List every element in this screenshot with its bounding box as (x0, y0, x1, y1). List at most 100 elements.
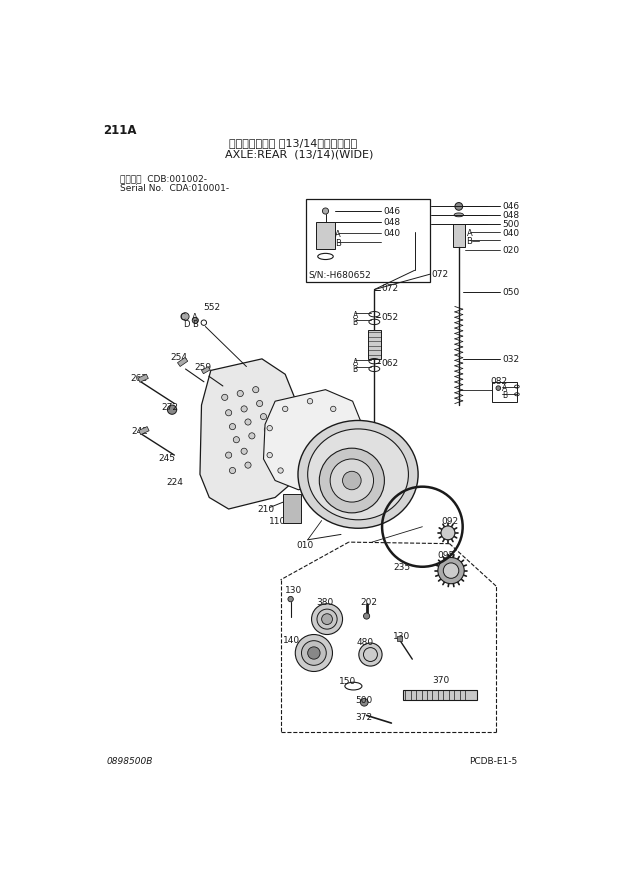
Text: 480: 480 (356, 637, 374, 647)
Circle shape (167, 405, 177, 415)
Text: 500: 500 (355, 696, 372, 705)
Text: B: B (502, 391, 507, 400)
Text: 272: 272 (161, 402, 178, 412)
Text: 372: 372 (355, 713, 372, 722)
Circle shape (329, 471, 334, 476)
Text: 0898500B: 0898500B (107, 757, 153, 766)
Text: 046: 046 (502, 202, 520, 210)
Bar (202, 367, 210, 374)
Circle shape (363, 613, 370, 619)
Text: C: C (180, 313, 185, 321)
Polygon shape (200, 359, 294, 509)
Circle shape (226, 452, 232, 458)
Text: 380: 380 (316, 597, 334, 607)
Circle shape (342, 471, 361, 490)
Text: 095: 095 (438, 552, 455, 560)
Circle shape (345, 449, 350, 454)
Circle shape (288, 596, 293, 601)
Text: 052: 052 (381, 313, 399, 321)
Bar (368, 330, 381, 359)
Text: 259: 259 (195, 362, 211, 372)
Circle shape (241, 448, 247, 454)
Text: 370: 370 (433, 676, 450, 685)
Ellipse shape (298, 421, 418, 528)
Bar (177, 357, 188, 367)
Ellipse shape (454, 213, 463, 217)
Circle shape (359, 643, 382, 666)
Circle shape (301, 641, 326, 665)
Circle shape (233, 436, 239, 443)
Circle shape (441, 526, 455, 540)
Text: A: A (353, 311, 358, 320)
Text: 072: 072 (432, 271, 449, 279)
Text: 020: 020 (502, 245, 520, 255)
Circle shape (295, 635, 332, 671)
Circle shape (264, 427, 270, 433)
Text: 032: 032 (502, 355, 520, 364)
Text: B: B (353, 365, 358, 374)
Text: 245: 245 (158, 454, 175, 463)
Text: 048: 048 (384, 218, 401, 227)
Text: 072: 072 (381, 285, 399, 293)
Text: 254: 254 (170, 354, 187, 362)
Text: アクスル：リヤ （13/14）（ワイド）: アクスル：リヤ （13/14）（ワイド） (229, 138, 356, 148)
Text: 130: 130 (285, 586, 303, 595)
Circle shape (182, 313, 189, 320)
Circle shape (496, 386, 501, 390)
Text: 040: 040 (502, 229, 520, 237)
Text: A: A (192, 313, 198, 321)
Text: PCDB-E1-5: PCDB-E1-5 (469, 757, 517, 766)
Bar (492, 382, 517, 402)
Circle shape (226, 409, 232, 416)
Text: 082: 082 (490, 376, 508, 386)
Text: 092: 092 (441, 517, 459, 526)
Text: 130: 130 (393, 632, 410, 641)
Circle shape (330, 406, 336, 411)
Bar (139, 427, 149, 435)
Circle shape (253, 387, 259, 393)
Circle shape (237, 390, 243, 396)
Text: B: B (192, 320, 198, 328)
Bar (138, 375, 148, 382)
Text: 202: 202 (360, 597, 378, 607)
Text: Serial No.  CDA:010001-: Serial No. CDA:010001- (120, 184, 229, 193)
Circle shape (241, 406, 247, 412)
Circle shape (299, 478, 305, 484)
Circle shape (229, 423, 236, 430)
Text: 048: 048 (502, 211, 520, 220)
Text: AXLE:REAR  (13/14)(WIDE): AXLE:REAR (13/14)(WIDE) (224, 149, 373, 160)
Text: 050: 050 (502, 288, 520, 297)
Circle shape (443, 563, 459, 578)
Text: B: B (353, 318, 358, 327)
Text: A: A (353, 358, 358, 367)
Circle shape (229, 467, 236, 473)
Circle shape (322, 208, 329, 214)
Circle shape (283, 406, 288, 411)
Circle shape (346, 422, 352, 427)
Text: A: A (502, 383, 507, 393)
Circle shape (267, 452, 272, 457)
Text: 262: 262 (130, 375, 147, 383)
Text: 242: 242 (131, 427, 149, 436)
Circle shape (257, 401, 263, 407)
Text: A: A (467, 229, 472, 237)
Text: B: B (335, 238, 340, 248)
Text: 062: 062 (381, 359, 399, 368)
Text: 046: 046 (384, 207, 401, 217)
Text: 150: 150 (340, 677, 356, 686)
Bar (316, 222, 335, 249)
Text: 110: 110 (269, 517, 286, 526)
Text: 552: 552 (203, 304, 220, 313)
Text: B—: B— (467, 237, 480, 246)
Circle shape (455, 203, 463, 210)
Circle shape (278, 468, 283, 473)
Circle shape (322, 614, 332, 624)
Text: 140: 140 (283, 636, 300, 645)
Ellipse shape (308, 429, 409, 519)
Bar (306, 199, 430, 282)
Text: 224: 224 (167, 478, 184, 487)
Circle shape (249, 433, 255, 439)
Text: 210: 210 (257, 505, 275, 514)
Text: 500: 500 (502, 220, 520, 230)
Circle shape (245, 419, 251, 425)
